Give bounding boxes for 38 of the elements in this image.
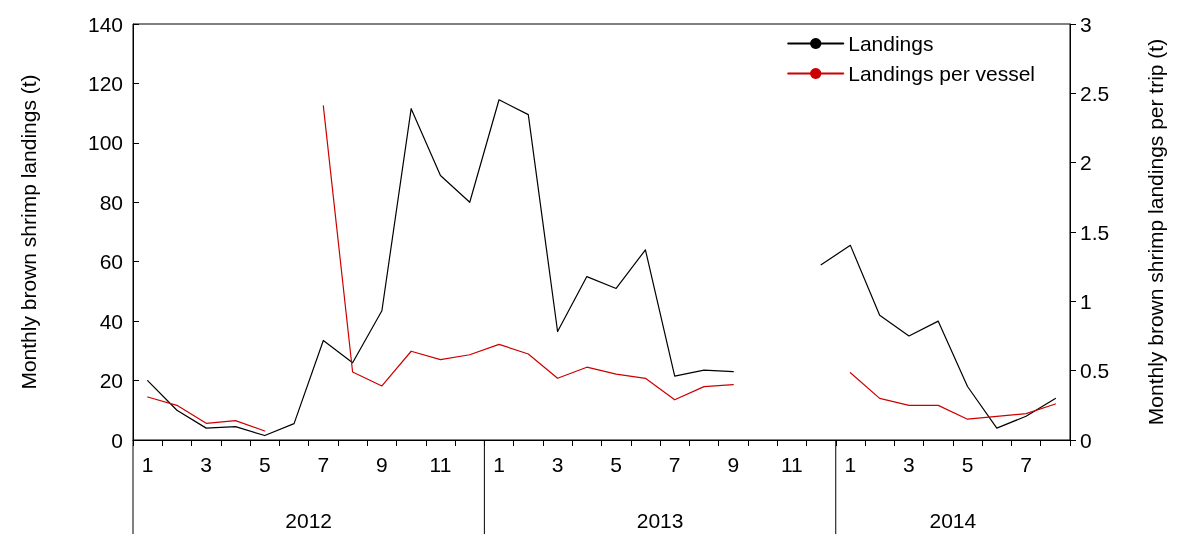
legend-label: Landings per vessel bbox=[848, 62, 1036, 85]
x-tick-label: 9 bbox=[376, 453, 388, 476]
y-tick-label: 60 bbox=[99, 250, 123, 274]
x-tick-label: 11 bbox=[780, 453, 803, 476]
legend-label: Landings bbox=[848, 32, 934, 55]
y2-tick-label: 0.5 bbox=[1080, 359, 1110, 383]
y-tick-label: 40 bbox=[99, 309, 123, 333]
y-tick-label: 20 bbox=[99, 369, 123, 393]
y2-tick-label: 1.5 bbox=[1080, 220, 1110, 244]
x-tick-label: 3 bbox=[903, 453, 915, 476]
text: 2012 bbox=[285, 508, 333, 532]
x-tick-label: 7 bbox=[317, 453, 330, 476]
x-tick-label: 3 bbox=[200, 453, 213, 476]
text: 2014 bbox=[929, 508, 977, 532]
x-tick-label: 5 bbox=[961, 453, 974, 476]
y-tick-label: 140 bbox=[87, 12, 123, 36]
y-tick-label: 100 bbox=[87, 131, 123, 155]
x-tick-label: 9 bbox=[727, 453, 740, 476]
x-tick-label: 11 bbox=[429, 453, 452, 476]
y-tick-label: 0 bbox=[111, 428, 123, 452]
text: 2013 bbox=[636, 508, 684, 532]
x-tick-label: 5 bbox=[610, 453, 622, 476]
y2-tick-label: 0 bbox=[1080, 428, 1092, 452]
y-tick-label: 80 bbox=[99, 190, 123, 214]
x-tick-label: 5 bbox=[258, 453, 271, 476]
x-tick-label: 1 bbox=[844, 453, 857, 476]
x-tick-label: 1 bbox=[141, 453, 154, 476]
x-tick-label: 1 bbox=[493, 453, 505, 476]
x-tick-label: 7 bbox=[668, 453, 681, 476]
x-tick-label: 3 bbox=[551, 453, 564, 476]
y2-tick-label: 2 bbox=[1080, 151, 1092, 175]
y-tick-label: 120 bbox=[87, 71, 123, 95]
y2-tick-label: 2.5 bbox=[1080, 81, 1110, 105]
x-tick-label: 7 bbox=[1020, 453, 1032, 476]
y-axis-title: Monthly brown shrimp landings (t) bbox=[16, 74, 40, 390]
y2-axis-title: Monthly brown shrimp landings per trip (t) bbox=[1143, 38, 1167, 426]
y2-tick-label: 3 bbox=[1080, 12, 1092, 36]
y2-tick-label: 1 bbox=[1080, 289, 1092, 313]
